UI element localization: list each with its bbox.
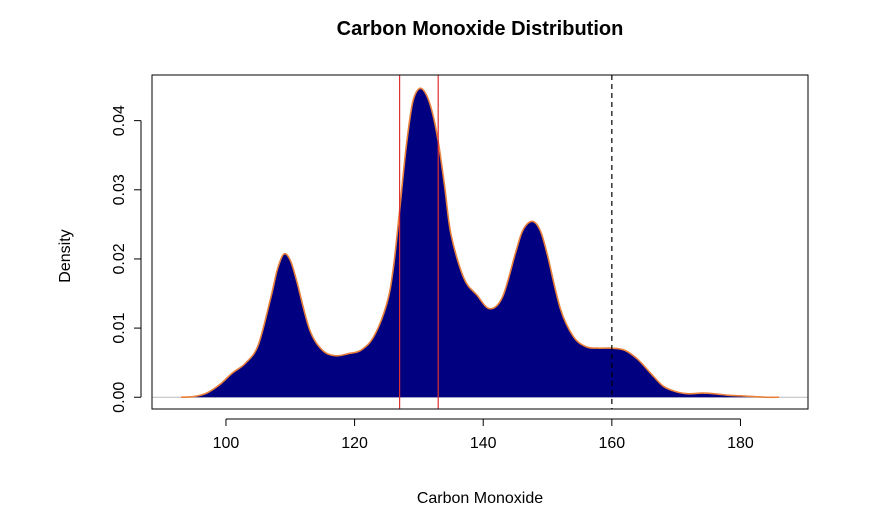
x-axis: 100 120 140 160 180	[213, 418, 754, 452]
y-tick-label: 0.03	[111, 174, 128, 205]
y-tick-label: 0.04	[111, 105, 128, 136]
y-axis-label: Density	[57, 229, 74, 282]
plot-frame	[151, 74, 809, 410]
y-tick-label: 0.01	[111, 312, 128, 343]
x-axis-label: Carbon Monoxide	[417, 490, 543, 507]
x-tick-label: 160	[598, 435, 625, 452]
chart-title: Carbon Monoxide Distribution	[337, 18, 624, 40]
x-tick-label: 120	[341, 435, 368, 452]
y-axis: 0.00 0.01 0.02 0.03 0.04	[111, 105, 142, 413]
x-tick-label: 180	[727, 435, 754, 452]
y-tick-label: 0.02	[111, 243, 128, 274]
reference-lines	[399, 75, 613, 409]
x-tick-label: 100	[213, 435, 240, 452]
x-tick-label: 140	[470, 435, 497, 452]
density-area	[180, 88, 780, 398]
y-tick-label: 0.00	[111, 382, 128, 413]
density-line	[180, 87, 780, 399]
